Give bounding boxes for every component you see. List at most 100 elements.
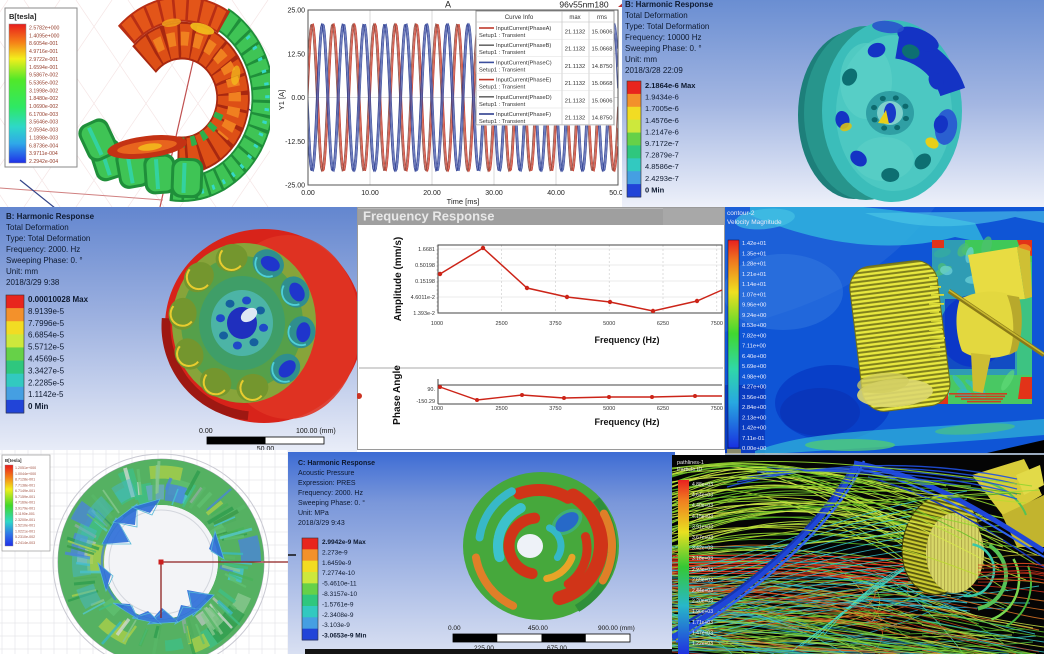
svg-text:3.3427e-5: 3.3427e-5: [28, 366, 65, 375]
svg-text:7.82e+00: 7.82e+00: [742, 333, 766, 339]
svg-text:B: Harmonic Response: B: Harmonic Response: [6, 212, 95, 221]
svg-text:Frequency (Hz): Frequency (Hz): [594, 335, 659, 345]
svg-text:5.7159e-001: 5.7159e-001: [15, 495, 35, 499]
svg-text:21.1132: 21.1132: [565, 116, 586, 122]
svg-text:2.13e+00: 2.13e+00: [742, 415, 766, 421]
svg-text:2.9942e-9 Max: 2.9942e-9 Max: [322, 539, 366, 546]
svg-text:100.00 (mm): 100.00 (mm): [296, 428, 336, 435]
svg-text:4.98e+00: 4.98e+00: [742, 374, 766, 380]
svg-text:40.00: 40.00: [547, 190, 565, 197]
svg-text:6250: 6250: [657, 321, 669, 327]
svg-text:Sweeping Phase: 0. °: Sweeping Phase: 0. °: [298, 499, 365, 507]
svg-text:Frequency: 10000 Hz: Frequency: 10000 Hz: [625, 33, 702, 42]
svg-text:21.1132: 21.1132: [565, 64, 586, 70]
svg-text:B: Harmonic Response: B: Harmonic Response: [625, 0, 714, 9]
svg-text:3750: 3750: [549, 321, 561, 327]
svg-text:Y1 [A]: Y1 [A]: [277, 90, 286, 110]
svg-text:Frequency: 2000. Hz: Frequency: 2000. Hz: [298, 490, 363, 497]
svg-text:B[tesla]: B[tesla]: [9, 12, 37, 21]
svg-text:2.0594e-003: 2.0594e-003: [29, 128, 58, 134]
svg-text:3.1190e-001: 3.1190e-001: [15, 512, 35, 516]
svg-text:pathlines-1: pathlines-1: [677, 460, 704, 466]
svg-text:14.8750: 14.8750: [592, 116, 613, 122]
svg-text:21.1132: 21.1132: [565, 47, 586, 53]
svg-text:4.40e+03: 4.40e+03: [692, 503, 713, 509]
svg-text:5.69e+00: 5.69e+00: [742, 364, 766, 370]
svg-text:7.7996e-5: 7.7996e-5: [28, 319, 65, 328]
svg-text:2018/3/29 9:43: 2018/3/29 9:43: [298, 520, 345, 527]
svg-text:2018/3/28 22:09: 2018/3/28 22:09: [625, 66, 683, 75]
svg-text:1.14e+01: 1.14e+01: [742, 282, 766, 288]
svg-text:Acoustic Pressure: Acoustic Pressure: [298, 470, 355, 477]
svg-text:3.42e+03: 3.42e+03: [692, 546, 713, 552]
svg-text:4.27e+00: 4.27e+00: [742, 385, 766, 391]
svg-text:6250: 6250: [657, 406, 669, 412]
svg-text:675.00: 675.00: [547, 645, 567, 652]
svg-text:1.28e+01: 1.28e+01: [742, 262, 766, 268]
svg-text:1.47e+03: 1.47e+03: [692, 630, 713, 636]
svg-text:Setup1 : Transient: Setup1 : Transient: [479, 85, 526, 91]
svg-text:4.2414e-003: 4.2414e-003: [15, 541, 35, 545]
svg-text:Sweeping Phase: 0. °: Sweeping Phase: 0. °: [6, 256, 83, 265]
svg-text:1.21e+01: 1.21e+01: [742, 272, 766, 278]
svg-text:3.56e+00: 3.56e+00: [742, 395, 766, 401]
svg-text:1.1898e-003: 1.1898e-003: [29, 135, 58, 141]
svg-text:225.00: 225.00: [474, 645, 494, 652]
svg-text:15.0668: 15.0668: [592, 47, 613, 53]
svg-text:1.71e+03: 1.71e+03: [692, 620, 713, 626]
svg-text:7.11e-01: 7.11e-01: [742, 436, 764, 442]
svg-text:1.35e+01: 1.35e+01: [742, 251, 766, 257]
svg-text:3750: 3750: [549, 406, 561, 412]
svg-text:2018/3/29 9:38: 2018/3/29 9:38: [6, 278, 60, 287]
svg-text:Phase Angle: Phase Angle: [392, 365, 403, 425]
svg-text:0.00: 0.00: [301, 190, 315, 197]
svg-text:Velocity Magnitude: Velocity Magnitude: [727, 219, 782, 226]
svg-text:1.393e-2: 1.393e-2: [413, 311, 435, 317]
svg-text:2.20e+03: 2.20e+03: [692, 599, 713, 605]
svg-text:1.42e+01: 1.42e+01: [742, 241, 766, 247]
svg-text:4.8586e-7: 4.8586e-7: [645, 162, 679, 171]
svg-text:900.00 (mm): 900.00 (mm): [598, 625, 635, 632]
svg-text:25.00: 25.00: [287, 8, 305, 15]
svg-text:0.00e+00: 0.00e+00: [742, 446, 766, 452]
svg-text:1.4095e+000: 1.4095e+000: [29, 33, 60, 39]
svg-text:Setup1 : Transient: Setup1 : Transient: [479, 119, 526, 125]
svg-text:Type: Total Deformation: Type: Total Deformation: [6, 234, 90, 243]
svg-text:3.9179e-001: 3.9179e-001: [15, 506, 35, 510]
svg-text:2.273e-9: 2.273e-9: [322, 549, 348, 556]
svg-text:10.00: 10.00: [361, 190, 379, 197]
svg-text:3.1998e-002: 3.1998e-002: [29, 88, 58, 94]
svg-text:1.0221e-001: 1.0221e-001: [15, 529, 35, 533]
svg-text:5.2310e-002: 5.2310e-002: [15, 535, 35, 539]
svg-text:InputCurrent(PhaseF): InputCurrent(PhaseF): [496, 112, 551, 118]
svg-text:2500: 2500: [495, 406, 507, 412]
svg-text:21.1132: 21.1132: [565, 98, 586, 104]
svg-text:2.93e+03: 2.93e+03: [692, 567, 713, 573]
svg-text:2.5782e+000: 2.5782e+000: [29, 26, 60, 32]
svg-text:2.2285e-5: 2.2285e-5: [28, 378, 65, 387]
svg-text:3.9711e-004: 3.9711e-004: [29, 151, 58, 157]
svg-text:Unit: MPa: Unit: MPa: [298, 510, 329, 517]
svg-text:15.0668: 15.0668: [592, 81, 613, 87]
svg-text:1.9434e-6: 1.9434e-6: [645, 93, 679, 102]
svg-text:Frequency (Hz): Frequency (Hz): [594, 417, 659, 427]
svg-text:4.4569e-5: 4.4569e-5: [28, 355, 65, 364]
svg-text:Setup1 : Transient: Setup1 : Transient: [479, 102, 526, 108]
svg-text:4.9716e-001: 4.9716e-001: [29, 49, 58, 55]
svg-text:3.67e+03: 3.67e+03: [692, 535, 713, 541]
svg-text:9.5867e-002: 9.5867e-002: [29, 73, 58, 79]
svg-text:1.0690e-002: 1.0690e-002: [29, 104, 58, 110]
svg-text:2.3200e-001: 2.3200e-001: [15, 518, 35, 522]
svg-text:21.1132: 21.1132: [565, 81, 586, 87]
svg-text:-150.29: -150.29: [416, 399, 435, 405]
svg-text:-8.3157e-10: -8.3157e-10: [322, 591, 357, 598]
svg-text:7500: 7500: [711, 406, 723, 412]
svg-text:1000: 1000: [431, 321, 443, 327]
svg-text:1.96e+03: 1.96e+03: [692, 609, 713, 615]
svg-text:30.00: 30.00: [485, 190, 503, 197]
svg-text:1.2147e-6: 1.2147e-6: [645, 127, 679, 136]
svg-text:0.00010028 Max: 0.00010028 Max: [28, 295, 89, 304]
svg-text:1.7005e-6: 1.7005e-6: [645, 104, 679, 113]
svg-text:2.2942e-004: 2.2942e-004: [29, 159, 58, 165]
svg-text:0.00: 0.00: [199, 428, 213, 435]
